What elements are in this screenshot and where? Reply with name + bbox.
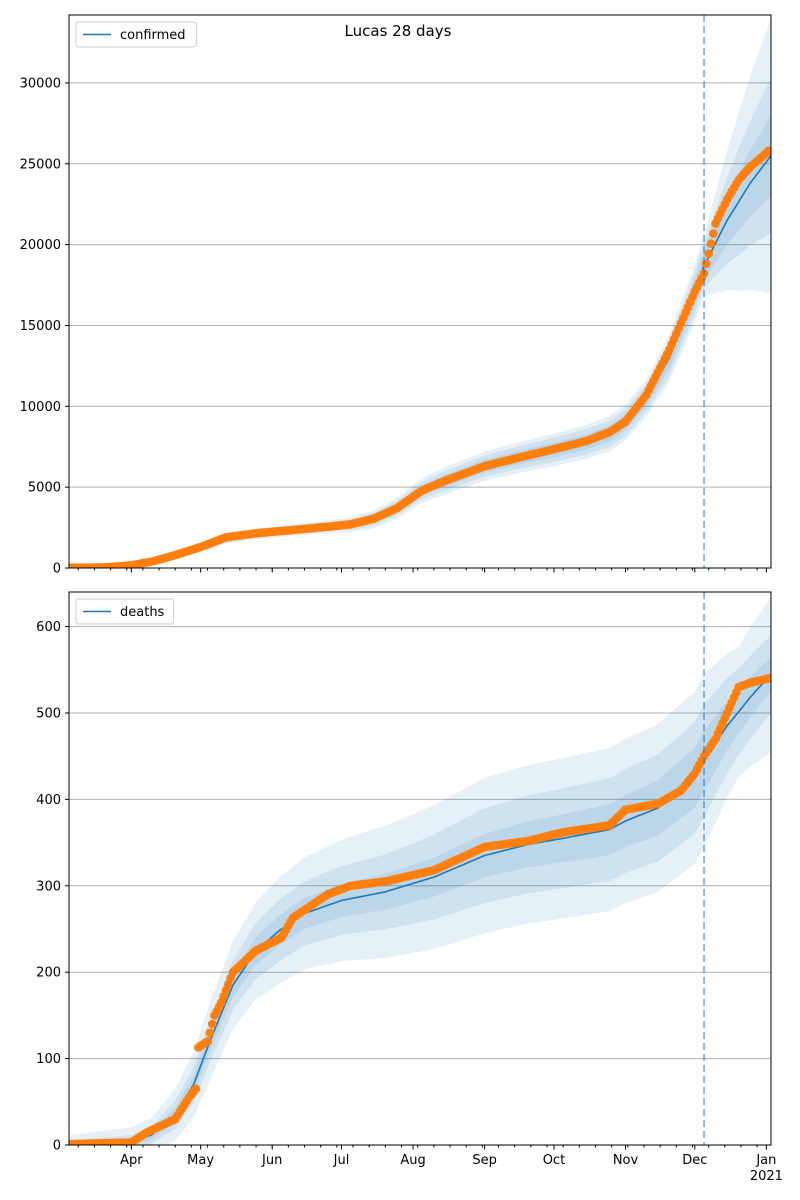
y-tick-label: 25000 [20, 157, 61, 172]
x-tick-label: Apr [120, 1153, 143, 1168]
observed-point [704, 249, 713, 258]
x-tick-sublabel: 2021 [750, 1169, 783, 1184]
observed-point [706, 239, 716, 248]
legend-box [75, 21, 197, 48]
x-tick-label: Dec [682, 1153, 707, 1168]
y-tick-label: 500 [36, 706, 61, 721]
x-tick-label: Nov [613, 1153, 639, 1168]
figure-title: Lucas 28 days [345, 22, 452, 40]
y-tick-label: 300 [36, 879, 61, 894]
legend-box [75, 598, 175, 625]
plot-area [69, 18, 771, 568]
observed-point [203, 1037, 212, 1046]
legend-label: deaths [120, 605, 165, 620]
x-tick-label: Oct [543, 1153, 565, 1168]
observed-point [207, 1019, 217, 1029]
x-tick-label: May [187, 1153, 214, 1168]
y-tick-label: 20000 [20, 238, 61, 253]
uncertainty-band [69, 635, 771, 1145]
observed-point [764, 146, 771, 156]
y-tick-label: 600 [36, 620, 61, 635]
x-tick-label: Jul [333, 1153, 350, 1168]
observed-point [191, 1084, 201, 1094]
chart-panels: 050001000015000200002500030000confirmed0… [20, 14, 783, 1184]
panel-deaths: 0 100 200 300 400 500 600 Apr May Jun Jul Aug Sep Oct… [36, 591, 783, 1184]
y-tick-label: 0 [53, 562, 61, 577]
x-tick-label: Sep [472, 1153, 497, 1168]
x-tick-label: Jun [261, 1153, 282, 1168]
y-tick-label: 0 [53, 1139, 61, 1154]
y-tick-label: 15000 [20, 319, 61, 334]
observed-point [764, 674, 771, 683]
observed-point [205, 1028, 215, 1037]
uncertainty-band [69, 18, 771, 568]
legend: confirmed [75, 21, 197, 48]
panel-confirmed: 0 5000 10000 15000 20000 25000 30000 confirmed [20, 14, 772, 577]
plot-area [69, 596, 771, 1145]
observed-point [709, 229, 718, 238]
y-tick-label: 10000 [20, 400, 61, 415]
legend: deaths [75, 598, 175, 625]
y-tick-label: 5000 [28, 481, 61, 496]
x-tick-label: Jan [755, 1153, 776, 1168]
y-tick-label: 30000 [20, 76, 61, 91]
observed-points [69, 146, 771, 568]
y-tick-label: 200 [36, 966, 61, 981]
legend-label: confirmed [120, 28, 186, 43]
uncertainty-band [69, 78, 771, 568]
y-tick-label: 100 [36, 1052, 61, 1067]
observed-points [69, 674, 771, 1145]
axes-frame [68, 591, 772, 1146]
y-tick-label: 400 [36, 793, 61, 808]
axes-frame [68, 14, 772, 569]
x-tick-label: Aug [400, 1153, 425, 1168]
